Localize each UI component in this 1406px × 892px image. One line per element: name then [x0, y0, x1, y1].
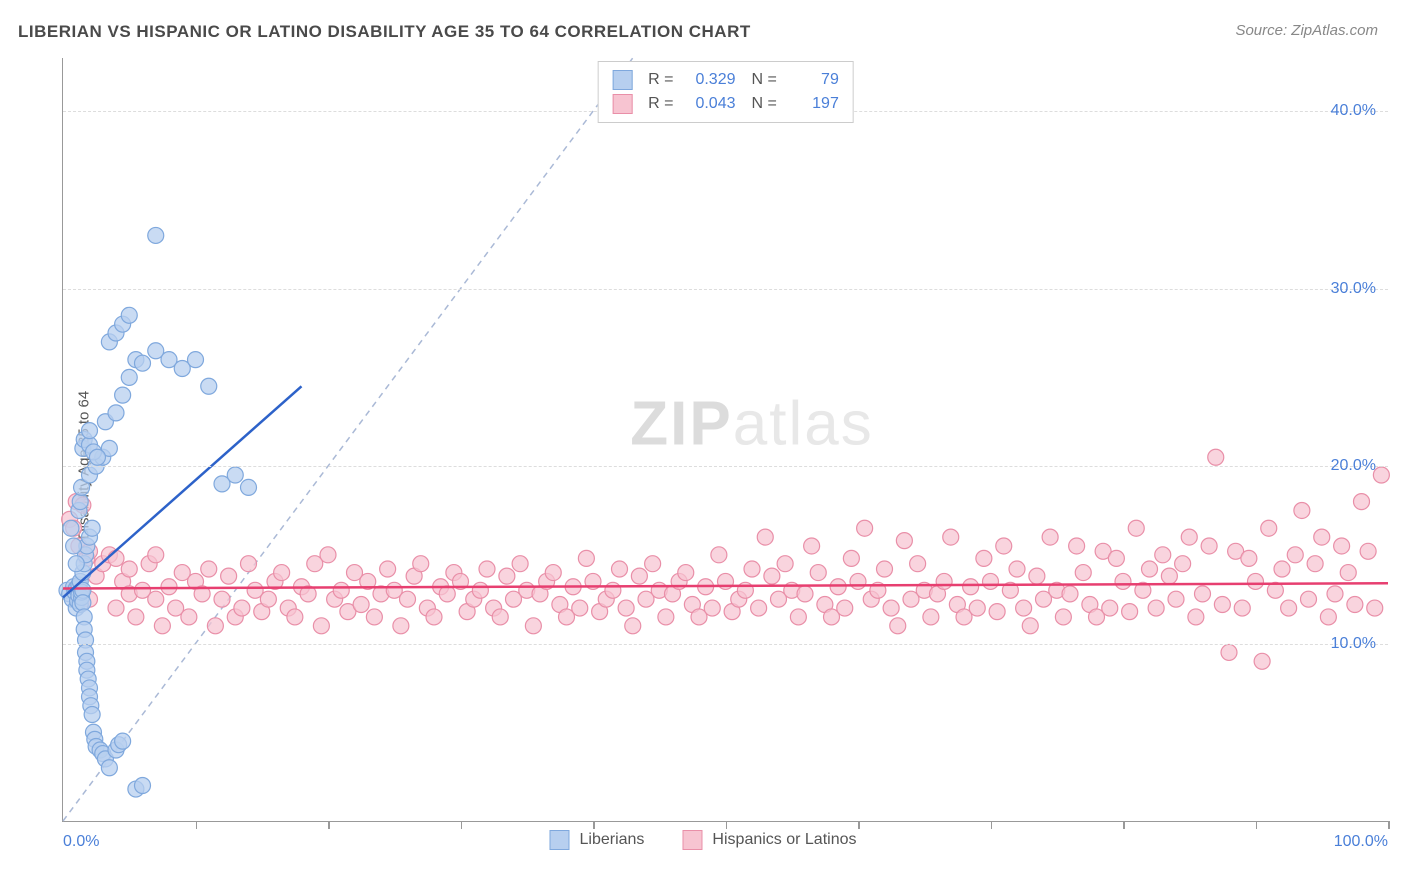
legend-label: Liberians: [579, 831, 644, 849]
swatch-icon: [682, 830, 702, 850]
swatch-icon: [612, 70, 632, 90]
x-tick: [196, 821, 198, 829]
stat-value-r: 0.043: [684, 95, 736, 113]
swatch-icon: [549, 830, 569, 850]
stat-label-r: R =: [648, 95, 673, 113]
x-tick: [1256, 821, 1258, 829]
stat-value-n: 197: [787, 95, 839, 113]
legend-series: Liberians Hispanics or Latinos: [549, 830, 856, 850]
legend-stats: R = 0.329 N = 79 R = 0.043 N = 197: [597, 61, 854, 123]
legend-stats-row: R = 0.329 N = 79: [612, 68, 839, 92]
x-tick: [1388, 821, 1390, 829]
gridline: [63, 644, 1388, 645]
x-axis-min-label: 0.0%: [63, 833, 99, 851]
stat-label-n: N =: [752, 95, 777, 113]
swatch-icon: [612, 94, 632, 114]
chart-title: LIBERIAN VS HISPANIC OR LATINO DISABILIT…: [18, 22, 751, 42]
gridline: [63, 466, 1388, 467]
chart-container: Disability Age 35 to 64 ZIPatlas R = 0.3…: [18, 58, 1388, 872]
x-tick: [593, 821, 595, 829]
stat-value-r: 0.329: [684, 71, 736, 89]
x-tick: [461, 821, 463, 829]
x-tick: [991, 821, 993, 829]
x-tick: [1123, 821, 1125, 829]
legend-item: Hispanics or Latinos: [682, 830, 856, 850]
legend-label: Hispanics or Latinos: [712, 831, 856, 849]
stat-value-n: 79: [787, 71, 839, 89]
source-label: Source: ZipAtlas.com: [1235, 22, 1378, 39]
plot-svg: [63, 58, 1388, 821]
legend-stats-row: R = 0.043 N = 197: [612, 92, 839, 116]
y-tick-label: 10.0%: [1331, 635, 1376, 653]
x-tick: [328, 821, 330, 829]
x-tick: [858, 821, 860, 829]
gridline: [63, 289, 1388, 290]
legend-item: Liberians: [549, 830, 644, 850]
x-axis-max-label: 100.0%: [1334, 833, 1388, 851]
stat-label-n: N =: [752, 71, 777, 89]
stat-label-r: R =: [648, 71, 673, 89]
x-tick: [726, 821, 728, 829]
plot-area: ZIPatlas R = 0.329 N = 79 R = 0.043 N = …: [62, 58, 1388, 822]
y-tick-label: 40.0%: [1331, 102, 1376, 120]
y-tick-label: 20.0%: [1331, 457, 1376, 475]
y-tick-label: 30.0%: [1331, 280, 1376, 298]
